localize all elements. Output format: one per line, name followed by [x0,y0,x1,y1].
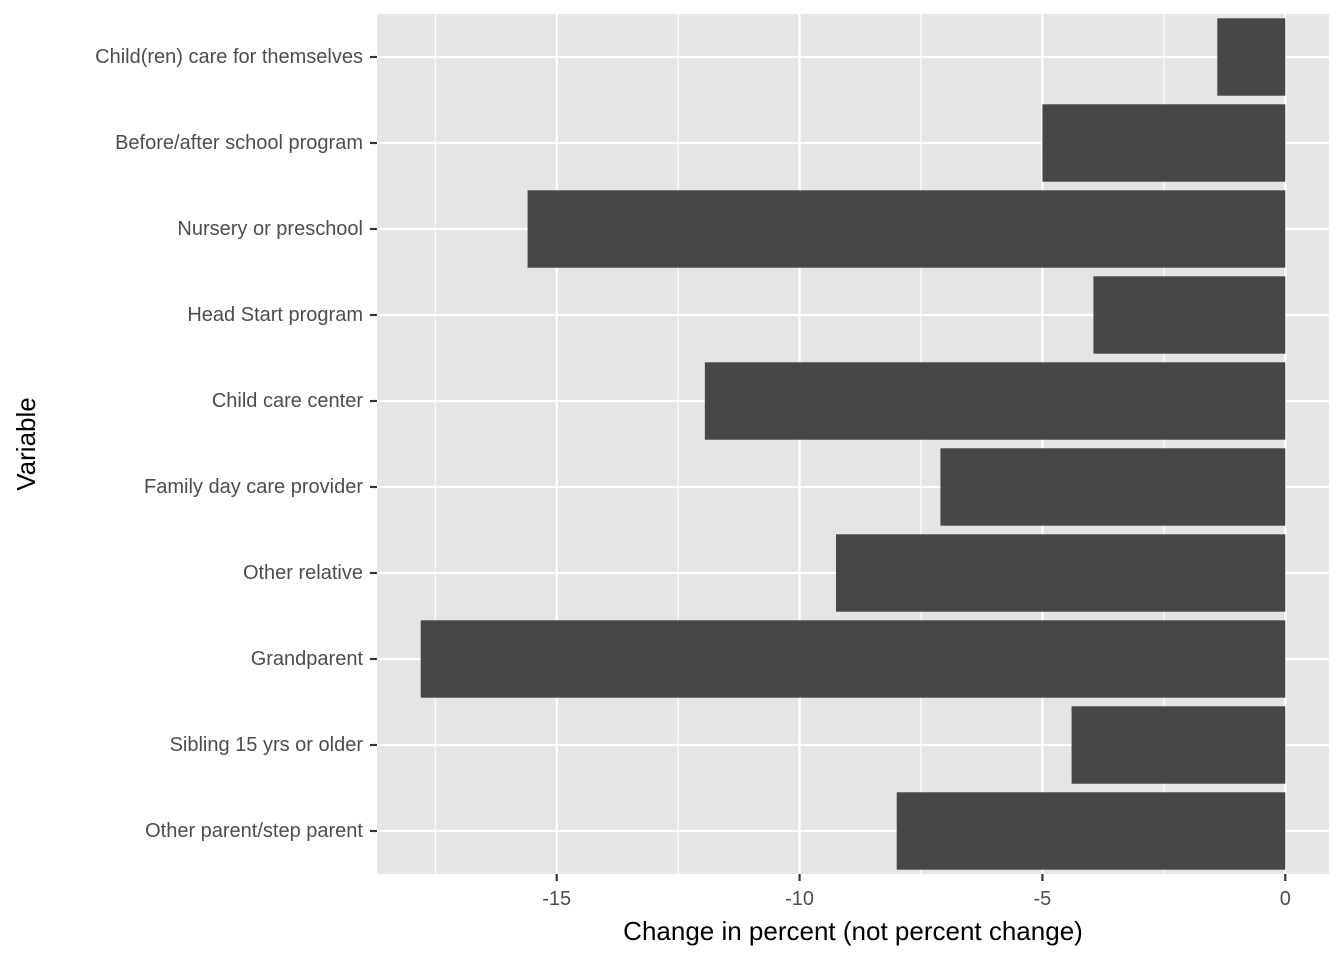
y-tick-label: Sibling 15 yrs or older [170,734,364,756]
y-tick-label: Child(ren) care for themselves [95,46,363,68]
y-axis: Child(ren) care for themselves Before/aft… [95,46,377,842]
y-axis-title: Variable [11,397,41,490]
x-axis: -15 -10 -5 0 [542,874,1291,910]
bar [836,534,1286,612]
y-tick-label: Child care center [212,390,364,412]
bar [1042,104,1286,182]
y-tick-label: Other parent/step parent [145,820,363,842]
x-tick-label: -15 [542,888,571,910]
bar [896,792,1286,870]
bar [940,448,1286,526]
y-tick-label: Grandparent [251,648,364,670]
x-axis-title: Change in percent (not percent change) [623,916,1083,946]
bar [1093,276,1286,354]
bar [1217,18,1286,96]
x-tick-label: 0 [1280,888,1291,910]
bar [704,362,1286,440]
bar [420,620,1286,698]
y-tick-label: Other relative [243,562,363,584]
x-tick-label: -10 [785,888,814,910]
bar [527,190,1286,268]
y-tick-label: Nursery or preschool [177,218,363,240]
bar [1071,706,1286,784]
y-tick-label: Before/after school program [115,132,363,154]
y-tick-label: Head Start program [187,304,363,326]
x-tick-label: -5 [1034,888,1052,910]
bars [420,18,1286,870]
y-tick-label: Family day care provider [144,476,363,498]
